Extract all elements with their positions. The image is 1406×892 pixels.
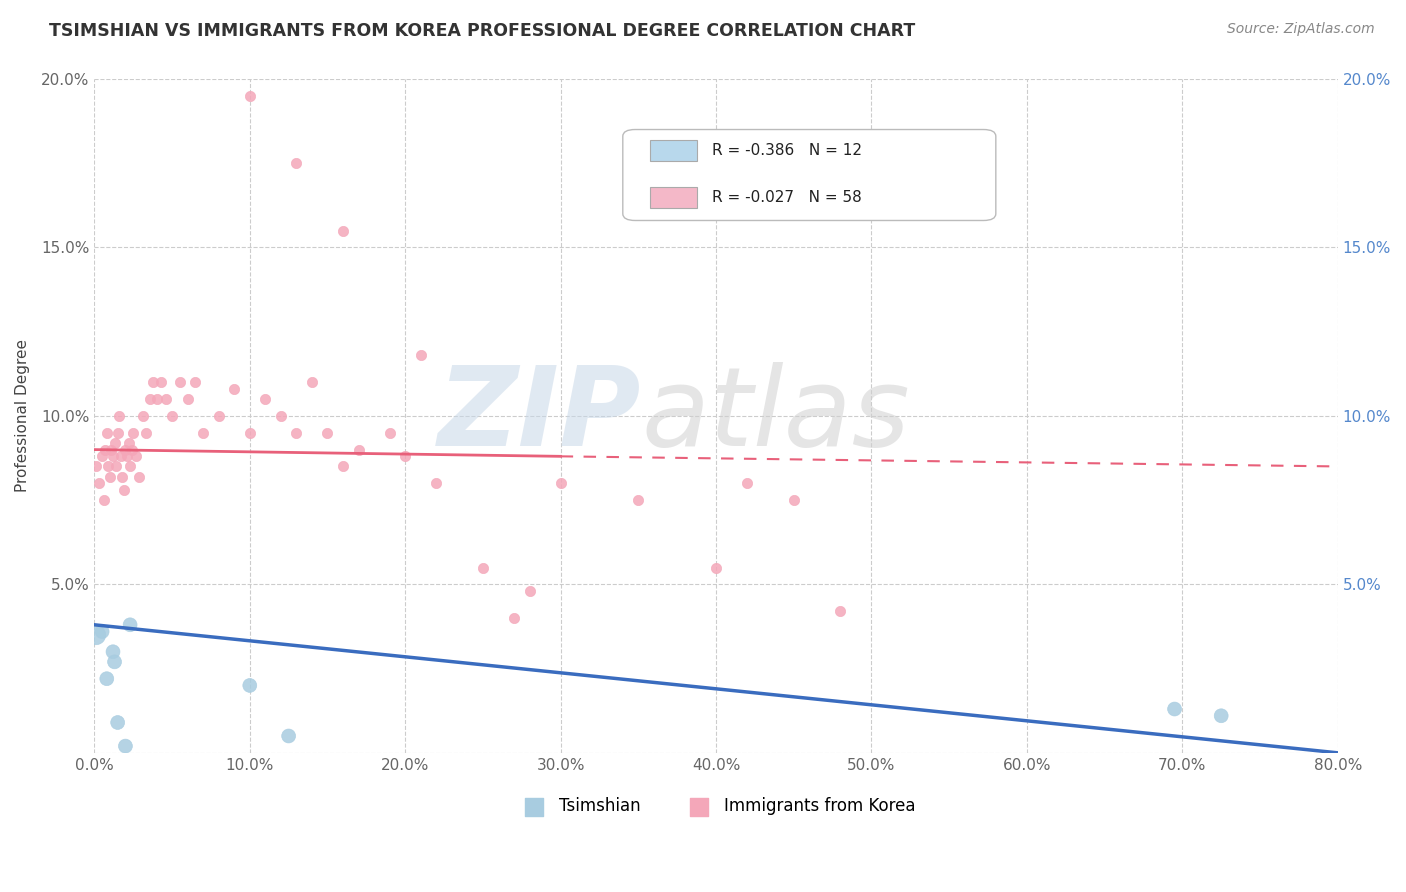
Point [332, 459, 354, 474]
FancyBboxPatch shape [623, 129, 995, 220]
Point [471, 560, 494, 574]
Point [98, 469, 121, 483]
Point [139, 392, 162, 406]
Point [117, 435, 139, 450]
Point [239, 88, 262, 103]
Point [378, 425, 401, 440]
Point [150, 375, 173, 389]
Point [84, 628, 107, 642]
Point [155, 392, 177, 406]
Point [285, 425, 308, 440]
FancyBboxPatch shape [650, 186, 697, 208]
Point [239, 425, 262, 440]
Point [131, 409, 153, 423]
Point [108, 409, 131, 423]
Point [103, 435, 125, 450]
Point [107, 715, 129, 730]
Point [332, 224, 354, 238]
Point [254, 392, 277, 406]
Point [96, 425, 118, 440]
Point [285, 156, 308, 170]
Point [176, 392, 198, 406]
FancyBboxPatch shape [650, 140, 697, 161]
Point [425, 476, 447, 491]
Point [101, 645, 124, 659]
Text: Source: ZipAtlas.com: Source: ZipAtlas.com [1227, 22, 1375, 37]
Point [93, 493, 115, 508]
Point [550, 476, 572, 491]
Point [394, 450, 416, 464]
Point [191, 425, 214, 440]
Point [128, 469, 150, 483]
Text: ZIP: ZIP [437, 362, 641, 469]
Point [97, 459, 120, 474]
Point [120, 459, 142, 474]
Point [347, 442, 370, 457]
Point [111, 469, 134, 483]
Text: TSIMSHIAN VS IMMIGRANTS FROM KOREA PROFESSIONAL DEGREE CORRELATION CHART: TSIMSHIAN VS IMMIGRANTS FROM KOREA PROFE… [49, 22, 915, 40]
Point [94, 442, 117, 457]
Point [830, 604, 852, 618]
Point [704, 560, 727, 574]
Point [1211, 708, 1233, 723]
Point [103, 655, 125, 669]
Point [409, 348, 432, 362]
Point [184, 375, 207, 389]
Point [301, 375, 323, 389]
Point [87, 476, 110, 491]
Point [503, 611, 526, 625]
Point [239, 678, 262, 692]
Text: R = -0.027   N = 58: R = -0.027 N = 58 [713, 190, 862, 205]
Point [100, 442, 122, 457]
Point [208, 409, 231, 423]
Point [114, 442, 136, 457]
Y-axis label: Professional Degree: Professional Degree [15, 339, 30, 492]
Point [169, 375, 191, 389]
Legend: Tsimshian, Immigrants from Korea: Tsimshian, Immigrants from Korea [510, 790, 922, 822]
Point [125, 450, 148, 464]
Point [112, 483, 135, 497]
Point [114, 739, 136, 753]
Point [110, 450, 132, 464]
Point [277, 729, 299, 743]
Point [627, 493, 650, 508]
Point [142, 375, 165, 389]
Point [91, 624, 114, 639]
Point [120, 617, 142, 632]
Point [121, 442, 143, 457]
Point [122, 425, 145, 440]
Point [107, 425, 129, 440]
Point [96, 672, 118, 686]
Point [783, 493, 806, 508]
Point [84, 459, 107, 474]
Point [101, 450, 124, 464]
Point [105, 459, 128, 474]
Point [519, 584, 541, 599]
Point [735, 476, 758, 491]
Text: R = -0.386   N = 12: R = -0.386 N = 12 [713, 144, 862, 158]
Point [115, 450, 138, 464]
Point [145, 392, 167, 406]
Point [1163, 702, 1185, 716]
Point [224, 382, 246, 396]
Point [91, 450, 114, 464]
Point [316, 425, 339, 440]
Point [135, 425, 157, 440]
Text: atlas: atlas [641, 362, 910, 469]
Point [160, 409, 183, 423]
Point [270, 409, 292, 423]
